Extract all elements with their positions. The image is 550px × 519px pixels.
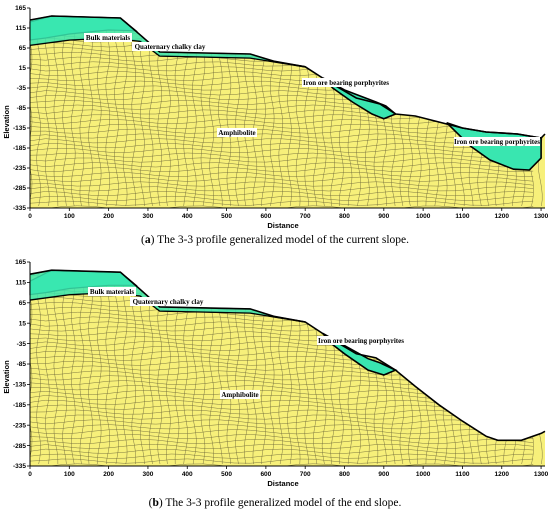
x-tick-label: 900 [378,471,389,478]
ground-surface-line [29,269,546,442]
y-tick-label: 115 [16,280,27,287]
rock-body [30,16,545,208]
y-tick-label: 165 [15,259,26,266]
x-tick-label: 1200 [495,213,510,220]
y-tick-label: -235 [13,165,26,172]
label-ore-upper: Iron ore bearing porphyrites [303,79,389,87]
x-tick-label: 400 [182,213,193,220]
x-tick-label: 500 [221,213,232,220]
x-tick-label: 600 [260,471,271,478]
label-ore-upper: Iron ore bearing porphyrites [318,337,404,345]
y-tick-label: -185 [13,402,26,409]
x-tick-label: 300 [143,213,154,220]
x-axis-title: Distance [267,479,298,488]
label-amphibolite-box [220,390,260,399]
x-tick-label: 400 [182,471,193,478]
x-tick-label: 800 [339,213,350,220]
caption-a-letter: a [144,234,151,246]
y-tick-label: -235 [13,422,26,429]
y-tick-label: -85 [17,105,27,112]
y-axis-title: Elevation [2,105,11,139]
y-tick-label: 165 [15,5,26,12]
y-tick-label: 65 [19,300,27,307]
label-ore-lower-box [454,137,540,146]
x-axis-title: Distance [267,221,298,230]
y-axis-title: Elevation [2,360,11,394]
x-tick-label: 1100 [455,213,469,220]
x-tick-label: 1100 [455,471,469,478]
x-tick-label: 1300 [534,213,549,220]
y-tick-label: 115 [16,25,27,32]
x-tick-label: 100 [64,471,75,478]
x-tick-label: 800 [339,471,350,478]
x-tick-label: 700 [300,213,311,220]
y-tick-label: -135 [13,382,26,389]
label-quaternary-clay: Quaternary chalky clay [133,298,204,306]
label-bulk-materials-box [88,287,136,296]
label-bulk-materials: Bulk materials [86,34,130,42]
caption-b-text: The 3-3 profile generalized model of the… [162,497,402,509]
label-bulk-materials: Bulk materials [90,288,134,296]
y-tick-label: 15 [19,320,27,327]
x-tick-label: 100 [64,213,75,220]
label-bulk-materials-box [84,33,132,42]
x-tick-label: 200 [103,471,114,478]
y-tick-label: -335 [13,205,26,212]
y-tick-label: -35 [17,85,27,92]
x-tick-label: 300 [143,471,154,478]
y-tick-label: -135 [13,125,26,132]
label-ore-lower: Iron ore bearing porphyrites [454,138,540,146]
label-amphibolite: Amphibolite [221,391,258,399]
label-amphibolite-box [217,128,257,137]
y-tick-label: -285 [13,185,26,192]
x-tick-label: 1000 [416,471,431,478]
label-ore-upper-box [317,336,405,345]
y-tick-label: -85 [17,361,27,368]
y-tick-label: 15 [19,65,27,72]
x-tick-label: 1300 [534,471,549,478]
caption-a-text: The 3-3 profile generalized model of the… [154,234,410,246]
x-tick-label: 700 [300,471,311,478]
x-tick-label: 0 [28,471,32,478]
label-amphibolite: Amphibolite [218,129,255,137]
x-tick-label: 600 [260,213,271,220]
label-quaternary-clay-box [132,42,208,51]
rock-body [30,270,545,466]
caption-a: (a) The 3-3 profile generalized model of… [140,234,410,246]
y-tick-label: -185 [13,145,26,152]
caption-b: (b) The 3-3 profile generalized model of… [148,497,402,509]
label-quaternary-clay: Quaternary chalky clay [135,43,206,51]
ground-surface-line [29,15,546,139]
label-ore-upper-box [302,78,390,87]
x-tick-label: 900 [378,213,389,220]
y-tick-label: -285 [13,443,26,450]
x-tick-label: 1000 [416,213,431,220]
x-tick-label: 0 [28,213,32,220]
x-tick-label: 200 [103,213,114,220]
y-tick-label: -35 [17,341,27,348]
label-quaternary-clay-box [130,297,206,306]
x-tick-label: 1200 [495,471,510,478]
x-tick-label: 500 [221,471,232,478]
caption-b-letter: b [152,497,159,509]
y-tick-label: -335 [13,463,26,470]
y-tick-label: 65 [19,45,27,52]
